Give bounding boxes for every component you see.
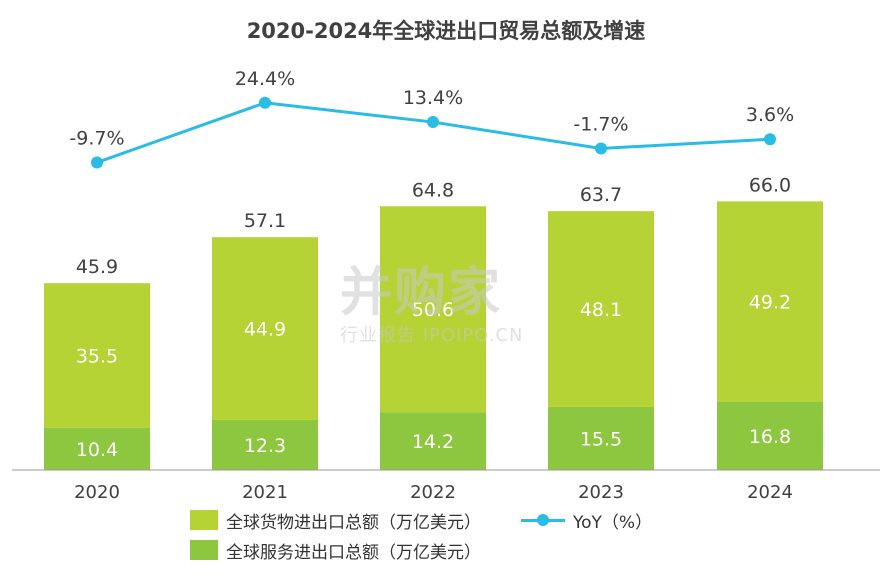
yoy-label-2022: 13.4% bbox=[403, 87, 463, 109]
legend-label-yoy: YoY（%） bbox=[573, 512, 653, 533]
label-total-2021: 57.1 bbox=[244, 210, 286, 232]
yoy-label-2020: -9.7% bbox=[69, 127, 124, 149]
label-total-2023: 63.7 bbox=[580, 184, 622, 206]
label-total-2022: 64.8 bbox=[412, 179, 454, 201]
legend: 全球货物进出口总额（万亿美元） YoY（%） 全球服务进出口总额（万亿美元） bbox=[190, 505, 750, 565]
x-tick-2020: 2020 bbox=[74, 482, 120, 503]
label-goods-2021: 44.9 bbox=[244, 319, 286, 341]
label-services-2021: 12.3 bbox=[244, 435, 286, 457]
label-services-2024: 16.8 bbox=[749, 426, 791, 448]
legend-swatch-services bbox=[190, 540, 218, 560]
bar-services-2022 bbox=[380, 412, 486, 470]
bar-goods-2021 bbox=[212, 237, 318, 420]
x-tick-2024: 2024 bbox=[747, 482, 793, 503]
label-services-2022: 14.2 bbox=[412, 431, 454, 453]
bar-goods-2024 bbox=[717, 201, 823, 402]
bar-goods-2022 bbox=[380, 206, 486, 413]
chart-title: 2020-2024年全球进出口贸易总额及增速 bbox=[247, 19, 646, 43]
yoy-label-2023: -1.7% bbox=[573, 113, 628, 135]
legend-marker-yoy bbox=[521, 510, 565, 530]
bar-services-2021 bbox=[212, 419, 318, 470]
label-total-2024: 66.0 bbox=[749, 174, 791, 196]
yoy-point-2023 bbox=[595, 142, 607, 155]
label-goods-2023: 48.1 bbox=[580, 299, 622, 321]
legend-swatch-goods bbox=[190, 510, 218, 530]
x-tick-2023: 2023 bbox=[578, 482, 624, 503]
bar-services-2020 bbox=[44, 427, 150, 470]
yoy-point-2020 bbox=[91, 156, 103, 169]
label-goods-2020: 35.5 bbox=[76, 345, 118, 367]
x-tick-2022: 2022 bbox=[410, 482, 456, 503]
yoy-label-2024: 3.6% bbox=[746, 104, 794, 126]
yoy-point-2022 bbox=[427, 116, 439, 129]
yoy-label-2021: 24.4% bbox=[235, 68, 295, 90]
label-services-2020: 10.4 bbox=[76, 439, 118, 461]
x-tick-2021: 2021 bbox=[242, 482, 288, 503]
bar-goods-2023 bbox=[548, 211, 654, 407]
yoy-line bbox=[96, 101, 771, 164]
label-goods-2022: 50.6 bbox=[412, 299, 454, 321]
label-goods-2024: 49.2 bbox=[749, 292, 791, 314]
label-services-2023: 15.5 bbox=[580, 428, 622, 450]
bar-services-2023 bbox=[548, 406, 654, 470]
yoy-point-2021 bbox=[259, 96, 271, 109]
bar-goods-2020 bbox=[44, 283, 150, 428]
bar-services-2024 bbox=[717, 401, 823, 470]
legend-label-services: 全球服务进出口总额（万亿美元） bbox=[226, 542, 481, 563]
legend-label-goods: 全球货物进出口总额（万亿美元） bbox=[226, 512, 481, 533]
yoy-point-2024 bbox=[764, 133, 776, 146]
label-total-2020: 45.9 bbox=[76, 256, 118, 278]
